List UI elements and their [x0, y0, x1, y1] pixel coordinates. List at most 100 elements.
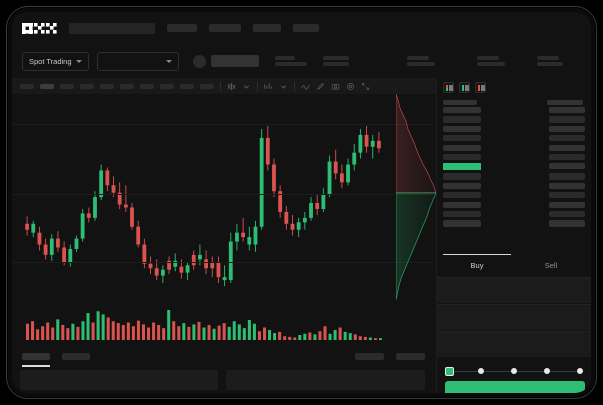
- nav-item-1[interactable]: [167, 24, 197, 32]
- orderbook-row[interactable]: [443, 135, 585, 142]
- chevron-down-icon[interactable]: [242, 82, 251, 91]
- fullscreen-icon[interactable]: [361, 82, 370, 91]
- coin-avatar: [192, 54, 206, 68]
- timeframe-button-8[interactable]: [160, 83, 174, 89]
- orderbook-row[interactable]: [443, 125, 585, 132]
- orderbook-row[interactable]: [443, 144, 585, 151]
- orderbook-size: [549, 220, 585, 227]
- indicators-icon[interactable]: [264, 82, 273, 91]
- orderbook-row[interactable]: [443, 210, 585, 218]
- tab-buy[interactable]: Buy: [470, 261, 484, 270]
- line-chart-icon[interactable]: [301, 82, 310, 91]
- stat-3-value: [406, 62, 435, 67]
- orderbook-layout-both-icon[interactable]: [443, 82, 454, 93]
- okx-logo-glyph-k: [34, 22, 45, 34]
- gridline: [12, 124, 433, 125]
- orderbook-size: [549, 153, 585, 161]
- bottom-panel-1[interactable]: [20, 370, 218, 390]
- bottom-panel-2[interactable]: [226, 370, 425, 390]
- spot-trading-dropdown[interactable]: Spot Trading: [22, 51, 89, 71]
- total-field[interactable]: [437, 331, 591, 357]
- orderbook-size: [549, 201, 585, 208]
- stat-5-label: [536, 55, 559, 60]
- current-pair[interactable]: [192, 54, 259, 68]
- chevron-down-icon[interactable]: [279, 82, 288, 91]
- submit-order-button[interactable]: [445, 381, 585, 393]
- stat-block-2: [322, 55, 349, 67]
- orderbook-row[interactable]: [443, 163, 585, 171]
- volume-series: [26, 310, 382, 340]
- top-navigation-bar: [12, 12, 591, 44]
- orderbook-layout-bids-icon[interactable]: [459, 82, 470, 93]
- stat-block-5: [536, 55, 563, 67]
- orderbook-layout-asks-icon[interactable]: [475, 82, 486, 93]
- orderbook-row[interactable]: [443, 173, 585, 180]
- stat-1-label: [274, 55, 295, 60]
- orderbook-price: [443, 173, 481, 180]
- orderbook-price: [443, 144, 481, 151]
- timeframe-button-10[interactable]: [200, 83, 214, 89]
- price-chart[interactable]: [12, 94, 433, 300]
- tab-order-history[interactable]: [62, 352, 90, 360]
- timeframe-button-3[interactable]: [60, 83, 74, 89]
- candles-icon[interactable]: [227, 82, 236, 91]
- orderbook-size: [549, 210, 585, 218]
- gear-icon[interactable]: [346, 82, 355, 91]
- stat-2-label: [322, 55, 349, 60]
- bottom-panels: [12, 370, 433, 393]
- orderbook-price: [443, 192, 481, 199]
- spot-trading-label: Spot Trading: [29, 56, 72, 66]
- orderbook-size: [549, 173, 585, 180]
- slider-stop-50[interactable]: [511, 367, 517, 374]
- price-field[interactable]: [437, 277, 591, 303]
- orderbook-row[interactable]: [443, 107, 585, 114]
- slider-stop-25[interactable]: [478, 367, 484, 374]
- orderbook-header-price: [443, 100, 477, 105]
- timeframe-button-6[interactable]: [120, 83, 134, 89]
- orderbook-row[interactable]: [443, 201, 585, 208]
- timeframe-button-5[interactable]: [100, 83, 114, 89]
- volume-chart[interactable]: [12, 300, 433, 346]
- orderbook-row[interactable]: [443, 116, 585, 123]
- stat-block-1: [274, 55, 307, 67]
- orderbook-price: [443, 125, 481, 132]
- right-sidebar: Buy Sell: [436, 78, 591, 393]
- orderbook-rows[interactable]: [437, 107, 591, 227]
- orderbook-price: [443, 163, 481, 171]
- orderbook-size: [549, 192, 585, 199]
- orderbook-size: [549, 182, 585, 189]
- bottom-action-2[interactable]: [396, 352, 425, 360]
- pencil-icon[interactable]: [316, 82, 325, 91]
- amount-field[interactable]: [437, 304, 591, 330]
- candlestick-series: [25, 126, 381, 286]
- stat-4-label: [476, 55, 499, 60]
- orderbook-row[interactable]: [443, 220, 585, 227]
- timeframe-button-7[interactable]: [140, 83, 154, 89]
- okx-logo-glyph-x: [46, 22, 57, 34]
- percent-slider[interactable]: [445, 366, 585, 376]
- orderbook-price: [443, 210, 481, 218]
- camera-icon[interactable]: [331, 82, 340, 91]
- timeframe-button-4[interactable]: [80, 83, 94, 89]
- timeframe-button-2[interactable]: [40, 83, 54, 89]
- pair-select-dropdown[interactable]: [96, 51, 179, 71]
- nav-item-2[interactable]: [209, 24, 241, 32]
- search-input[interactable]: [69, 22, 155, 34]
- gridline: [12, 262, 433, 263]
- tab-sell[interactable]: Sell: [544, 261, 558, 270]
- orderbook-row[interactable]: [443, 153, 585, 161]
- timeframe-button-1[interactable]: [20, 83, 34, 89]
- orderbook-header-amount: [547, 100, 583, 105]
- orderbook-row[interactable]: [443, 192, 585, 199]
- bottom-action-1[interactable]: [355, 352, 384, 360]
- timeframe-button-9[interactable]: [180, 83, 194, 89]
- orderbook-row[interactable]: [443, 182, 585, 189]
- okx-logo[interactable]: [22, 22, 57, 34]
- slider-stop-100[interactable]: [577, 367, 583, 374]
- slider-handle[interactable]: [445, 366, 454, 376]
- orderbook-size: [549, 107, 585, 114]
- nav-item-3[interactable]: [253, 24, 281, 32]
- nav-item-4[interactable]: [293, 24, 319, 32]
- slider-stop-75[interactable]: [544, 367, 550, 374]
- tab-open-orders[interactable]: [22, 352, 50, 367]
